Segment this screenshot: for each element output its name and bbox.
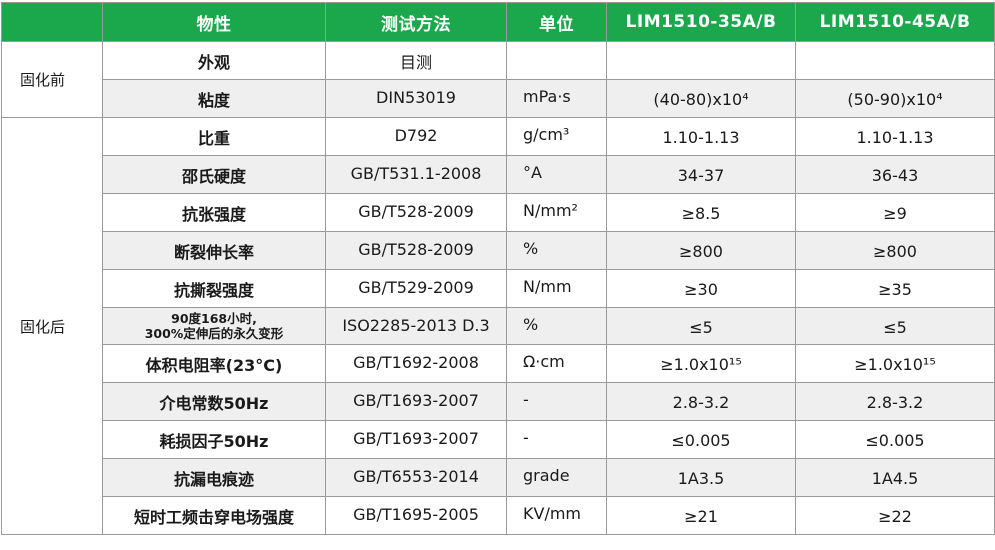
table-row: 固化后 比重 D792 g/cm³ 1.10-1.13 1.10-1.13 <box>1 117 995 535</box>
method-cell: GB/T1693-2007 <box>325 420 507 459</box>
value-b-cell: ≥35 <box>795 269 995 308</box>
property-cell: 抗张强度 <box>102 193 326 232</box>
table-row: 抗撕裂强度 GB/T529-2009 N/mm ≥30 ≥35 <box>2 269 995 308</box>
header-product-b: LIM1510-45A/B <box>795 2 995 42</box>
property-cell: 体积电阻率(23°C) <box>102 344 326 383</box>
unit-cell: grade <box>506 458 607 497</box>
value-b-cell: ≥9 <box>795 193 995 232</box>
value-a-cell: 2.8-3.2 <box>606 382 796 421</box>
table-row: 体积电阻率(23°C) GB/T1692-2008 Ω·cm ≥1.0x10¹⁵… <box>2 344 995 383</box>
method-cell: GB/T1695-2005 <box>325 496 507 535</box>
property-line-2: 300%定伸后的永久变形 <box>144 326 284 341</box>
unit-cell: - <box>506 382 607 421</box>
method-cell: GB/T1692-2008 <box>325 344 507 383</box>
unit-cell: Ω·cm <box>506 344 607 383</box>
value-b-cell: (50-90)x10⁴ <box>795 79 995 118</box>
unit-cell: °A <box>506 155 607 194</box>
table-row: 固化前 外观 目测 <box>1 41 995 118</box>
property-cell: 抗撕裂强度 <box>102 269 326 308</box>
method-cell: 目测 <box>325 41 507 80</box>
unit-cell: mPa·s <box>506 79 607 118</box>
value-a-cell: (40-80)x10⁴ <box>606 79 796 118</box>
properties-table: 物性 测试方法 单位 LIM1510-35A/B LIM1510-45A/B 固… <box>1 2 995 535</box>
header-unit: 单位 <box>506 2 607 42</box>
property-cell: 邵氏硬度 <box>102 155 326 194</box>
method-cell: GB/T528-2009 <box>325 193 507 232</box>
method-cell: GB/T528-2009 <box>325 231 507 270</box>
value-b-cell <box>795 41 995 80</box>
table-row: 邵氏硬度 GB/T531.1-2008 °A 34-37 36-43 <box>2 155 995 194</box>
method-cell: GB/T531.1-2008 <box>325 155 507 194</box>
header-method: 测试方法 <box>325 2 507 42</box>
value-b-cell: ≤0.005 <box>795 420 995 459</box>
property-cell: 比重 <box>102 117 326 156</box>
unit-cell: % <box>506 307 607 345</box>
property-cell: 耗损因子50Hz <box>102 420 326 459</box>
header-product-a: LIM1510-35A/B <box>606 2 796 42</box>
unit-cell: N/mm <box>506 269 607 308</box>
value-a-cell: ≤0.005 <box>606 420 796 459</box>
unit-cell: N/mm² <box>506 193 607 232</box>
value-a-cell: 1.10-1.13 <box>606 117 796 156</box>
unit-cell: - <box>506 420 607 459</box>
property-cell: 抗漏电痕迹 <box>102 458 326 497</box>
table-row: 抗漏电痕迹 GB/T6553-2014 grade 1A3.5 1A4.5 <box>2 458 995 497</box>
header-row: 物性 测试方法 单位 LIM1510-35A/B LIM1510-45A/B <box>1 2 995 42</box>
value-a-cell: ≥30 <box>606 269 796 308</box>
method-cell: GB/T6553-2014 <box>325 458 507 497</box>
group-label-after: 固化后 <box>1 117 103 535</box>
value-a-cell: ≥1.0x10¹⁵ <box>606 344 796 383</box>
property-cell: 外观 <box>102 41 326 80</box>
value-b-cell: ≤5 <box>795 307 995 345</box>
unit-cell: g/cm³ <box>506 117 607 156</box>
value-b-cell: 36-43 <box>795 155 995 194</box>
method-cell: DIN53019 <box>325 79 507 118</box>
unit-cell: % <box>506 231 607 270</box>
method-cell: D792 <box>325 117 507 156</box>
table-row: 介电常数50Hz GB/T1693-2007 - 2.8-3.2 2.8-3.2 <box>2 382 995 421</box>
value-a-cell: ≥800 <box>606 231 796 270</box>
property-cell: 断裂伸长率 <box>102 231 326 270</box>
property-line-1: 90度168小时, <box>171 311 257 326</box>
table-row: 90度168小时, 300%定伸后的永久变形 ISO2285-2013 D.3 … <box>2 307 995 345</box>
method-cell: ISO2285-2013 D.3 <box>325 307 507 345</box>
value-a-cell: ≥8.5 <box>606 193 796 232</box>
header-property: 物性 <box>102 2 326 42</box>
value-b-cell: 1.10-1.13 <box>795 117 995 156</box>
value-b-cell: ≥1.0x10¹⁵ <box>795 344 995 383</box>
table-row: 短时工频击穿电场强度 GB/T1695-2005 KV/mm ≥21 ≥22 <box>2 496 995 535</box>
unit-cell <box>506 41 607 80</box>
header-blank <box>1 2 103 42</box>
value-a-cell: ≤5 <box>606 307 796 345</box>
property-cell: 短时工频击穿电场强度 <box>102 496 326 535</box>
method-cell: GB/T1693-2007 <box>325 382 507 421</box>
value-b-cell: 1A4.5 <box>795 458 995 497</box>
value-b-cell: 2.8-3.2 <box>795 382 995 421</box>
value-a-cell: 1A3.5 <box>606 458 796 497</box>
value-a-cell: 34-37 <box>606 155 796 194</box>
value-a-cell: ≥21 <box>606 496 796 535</box>
method-cell: GB/T529-2009 <box>325 269 507 308</box>
group-label-before: 固化前 <box>1 41 103 118</box>
table-row: 耗损因子50Hz GB/T1693-2007 - ≤0.005 ≤0.005 <box>2 420 995 459</box>
property-cell: 介电常数50Hz <box>102 382 326 421</box>
value-b-cell: ≥22 <box>795 496 995 535</box>
property-cell: 90度168小时, 300%定伸后的永久变形 <box>102 307 326 345</box>
value-a-cell <box>606 41 796 80</box>
unit-cell: KV/mm <box>506 496 607 535</box>
value-b-cell: ≥800 <box>795 231 995 270</box>
table-row: 抗张强度 GB/T528-2009 N/mm² ≥8.5 ≥9 <box>2 193 995 232</box>
property-cell: 粘度 <box>102 79 326 118</box>
table-row: 粘度 DIN53019 mPa·s (40-80)x10⁴ (50-90)x10… <box>2 79 995 118</box>
table-row: 断裂伸长率 GB/T528-2009 % ≥800 ≥800 <box>2 231 995 270</box>
